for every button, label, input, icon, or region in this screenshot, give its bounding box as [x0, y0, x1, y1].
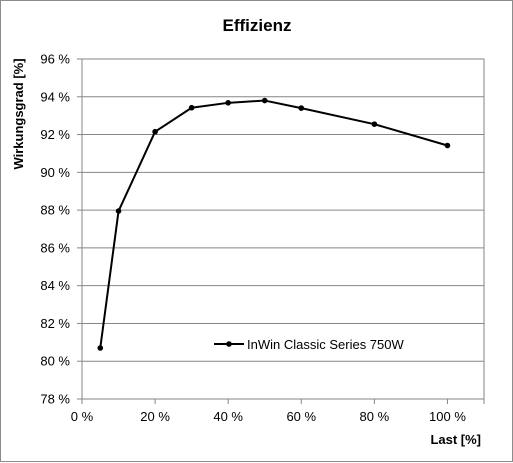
y-tick-label: 78 % — [40, 392, 70, 407]
data-point — [444, 142, 451, 149]
data-point — [188, 104, 195, 111]
x-tick-label: 40 % — [213, 409, 243, 424]
data-point — [298, 105, 305, 111]
data-point — [152, 128, 158, 135]
x-tick-label: 0 % — [71, 409, 94, 424]
x-tick-label: 60 % — [286, 409, 316, 424]
x-axis-title: Last [%] — [430, 432, 481, 447]
y-tick-label: 90 % — [40, 165, 70, 180]
series-line — [99, 99, 448, 349]
y-axis-title: Wirkungsgrad [%] — [11, 58, 26, 169]
data-point — [97, 345, 104, 351]
x-tick-label: 100 % — [429, 409, 466, 424]
legend: InWin Classic Series 750W — [214, 337, 404, 352]
legend-label: InWin Classic Series 750W — [247, 337, 404, 352]
data-point — [371, 121, 378, 127]
tick-labels: 78 % 80 % 82 % 84 % 86 % 88 % 90 % 92 % 94 % 96 %… — [40, 52, 466, 425]
y-tick-label: 80 % — [40, 354, 70, 369]
y-tick-label: 88 % — [40, 203, 70, 218]
legend-point-marker — [226, 341, 232, 347]
x-tick-label: 80 % — [360, 409, 390, 424]
y-tick-label: 96 % — [40, 52, 70, 67]
data-series — [97, 97, 451, 351]
y-tick-label: 86 % — [40, 240, 70, 255]
x-tick-label: 20 % — [140, 409, 170, 424]
data-point — [115, 208, 122, 214]
y-tick-label: 94 % — [40, 89, 70, 104]
data-point — [261, 97, 268, 104]
y-tick-label: 82 % — [40, 316, 70, 331]
axes — [77, 58, 485, 404]
chart-title: Effizienz — [223, 16, 292, 35]
data-point — [225, 100, 231, 106]
y-tick-label: 92 % — [40, 127, 70, 142]
y-tick-label: 84 % — [40, 278, 70, 293]
